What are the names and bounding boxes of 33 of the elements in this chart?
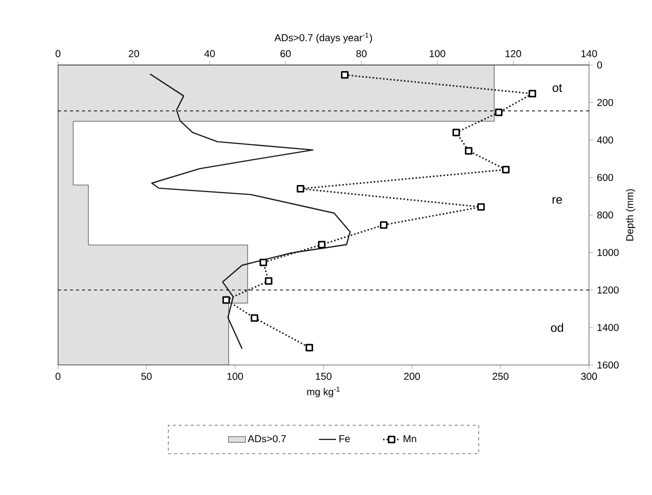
- y-tick-label: 600: [597, 174, 614, 182]
- x-tick-label: 100: [227, 372, 243, 380]
- x2-axis-title: ADs>0.7 (days year$^{-1}$): [274, 32, 372, 44]
- y-tick-label: 0: [597, 61, 602, 69]
- x-tick-label: 0: [56, 372, 60, 380]
- x2-tick-label: 140: [581, 50, 597, 58]
- y-tick-label: 800: [597, 211, 614, 219]
- x2-tick-label: 60: [280, 50, 291, 58]
- x2-tick-label: 80: [356, 50, 367, 58]
- annotation: ot: [552, 84, 562, 92]
- x-tick-label: 250: [492, 372, 508, 380]
- x2-tick-label: 100: [430, 50, 446, 58]
- x2-tick-label: 20: [128, 50, 140, 58]
- y-tick-label: 1600: [598, 361, 619, 369]
- annotation: re: [552, 197, 562, 204]
- legend-label: Fe: [339, 435, 350, 442]
- x-tick-label: 50: [141, 372, 152, 380]
- y-tick-label: 1200: [598, 286, 619, 294]
- legend-label: ADs>0.7: [248, 435, 286, 442]
- legend-label: Mn: [404, 435, 416, 442]
- x-tick-label: 200: [404, 372, 420, 380]
- annotation: od: [550, 323, 564, 332]
- y-tick-label: 1400: [598, 324, 619, 332]
- y-axis-title: Depth (mm): [626, 189, 636, 241]
- x-tick-label: 150: [316, 372, 332, 380]
- y-tick-label: 200: [597, 98, 614, 106]
- x-axis-title: mg kg$^{-1}$: [307, 386, 340, 398]
- x2-tick-label: 120: [506, 50, 522, 58]
- y-tick-label: 1000: [598, 248, 619, 256]
- x2-tick-label: 0: [56, 50, 60, 58]
- y-tick-label: 400: [597, 136, 614, 144]
- x-tick-label: 300: [581, 372, 597, 380]
- x2-tick-label: 40: [204, 50, 215, 58]
